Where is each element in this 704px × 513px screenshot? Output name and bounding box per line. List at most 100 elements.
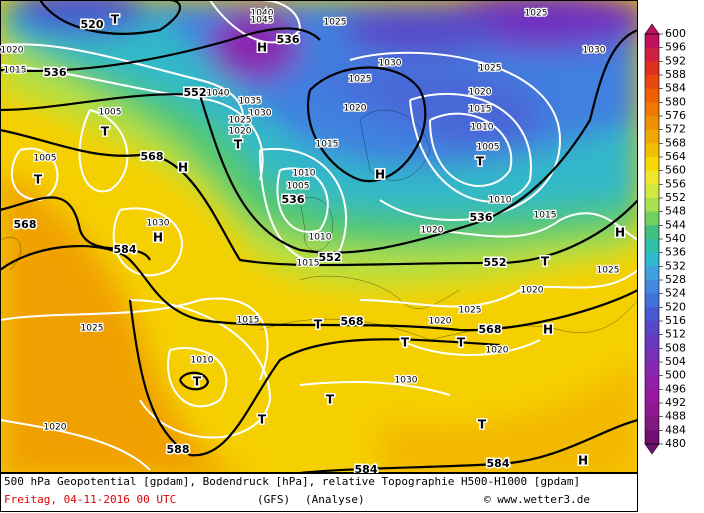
colorbar-label: 552 bbox=[665, 191, 686, 204]
pressure-label: 1005 bbox=[99, 108, 122, 118]
colorbar-label: 488 bbox=[665, 410, 686, 423]
pressure-center: H bbox=[178, 161, 188, 175]
colorbar-segment bbox=[645, 47, 659, 62]
colorbar-label: 564 bbox=[665, 150, 686, 163]
geopotential-label: 536 bbox=[277, 33, 300, 46]
pressure-label: 1025 bbox=[525, 9, 548, 19]
colorbar-label: 560 bbox=[665, 164, 686, 177]
pressure-label: 1020 bbox=[44, 423, 67, 433]
map-frame bbox=[0, 0, 638, 473]
colorbar-label: 580 bbox=[665, 95, 686, 108]
pressure-center: H bbox=[153, 231, 163, 245]
map-labels: 520 536 552 568 584 568 536 552 536 552 568 568 588 5… bbox=[0, 7, 627, 477]
colorbar-label: 588 bbox=[665, 68, 686, 81]
pressure-label: 1020 bbox=[429, 317, 452, 327]
colorbar-segment bbox=[645, 34, 659, 49]
colorbar-segment bbox=[645, 102, 659, 117]
footer-box bbox=[0, 473, 638, 512]
pressure-center: T bbox=[34, 173, 43, 187]
geopotential-label: 552 bbox=[184, 86, 207, 99]
geopotential-label: 552 bbox=[319, 251, 342, 264]
pressure-label: 1025 bbox=[597, 266, 620, 276]
footer-model: (GFS) bbox=[257, 493, 290, 506]
pressure-label: 1025 bbox=[324, 18, 347, 28]
colorbar-segment bbox=[645, 416, 659, 431]
colorbar-segment bbox=[645, 430, 659, 445]
pressure-center: T bbox=[193, 375, 202, 389]
pressure-label: 1030 bbox=[395, 376, 418, 386]
pressure-center: H bbox=[543, 323, 553, 337]
pressure-label: 1015 bbox=[316, 140, 339, 150]
geopotential-label: 568 bbox=[14, 218, 37, 231]
colorbar-label: 504 bbox=[665, 355, 686, 368]
colorbar-segment bbox=[645, 375, 659, 390]
pressure-label: 1030 bbox=[249, 109, 272, 119]
pressure-center: T bbox=[314, 318, 323, 332]
pressure-label: 1025 bbox=[229, 116, 252, 126]
pressure-label: 1020 bbox=[421, 226, 444, 236]
colorbar-label: 492 bbox=[665, 396, 686, 409]
colorbar-segment bbox=[645, 307, 659, 322]
colorbar-label: 500 bbox=[665, 369, 686, 382]
pressure-label: 1030 bbox=[147, 219, 170, 229]
colorbar-segment bbox=[645, 334, 659, 349]
geopotential-label: 520 bbox=[81, 18, 104, 31]
pressure-label: 1035 bbox=[239, 97, 262, 107]
pressure-label: 1015 bbox=[4, 66, 27, 76]
colorbar-label: 576 bbox=[665, 109, 686, 122]
colorbar-segment bbox=[645, 211, 659, 226]
geopotential-lines bbox=[0, 0, 638, 473]
geopotential-label: 536 bbox=[282, 193, 305, 206]
geopotential-label: 552 bbox=[484, 256, 507, 269]
colorbar-segment bbox=[645, 348, 659, 363]
colorbar-label: 512 bbox=[665, 328, 686, 341]
pressure-center: T bbox=[111, 13, 120, 27]
colorbar-label: 524 bbox=[665, 287, 686, 300]
pressure-label: 1010 bbox=[309, 233, 332, 243]
colorbar-segment bbox=[645, 143, 659, 158]
pressure-label: 1020 bbox=[521, 286, 544, 296]
geopotential-label: 568 bbox=[141, 150, 164, 163]
pressure-label: 1015 bbox=[469, 105, 492, 115]
pressure-label: 1045 bbox=[251, 16, 274, 26]
pressure-label: 1020 bbox=[229, 127, 252, 137]
pressure-label: 1020 bbox=[344, 104, 367, 114]
colorbar-label: 600 bbox=[665, 27, 686, 40]
pressure-label: 1005 bbox=[477, 143, 500, 153]
pressure-center: T bbox=[476, 155, 485, 169]
pressure-label: 1020 bbox=[1, 46, 24, 56]
footer-description: 500 hPa Geopotential [gpdam], Bodendruck… bbox=[4, 475, 580, 488]
colorbar-segment bbox=[645, 252, 659, 267]
geopotential-label: 536 bbox=[44, 66, 67, 79]
pressure-label: 1040 bbox=[251, 9, 274, 19]
pressure-center: T bbox=[401, 336, 410, 350]
colorbar-label: 528 bbox=[665, 273, 686, 286]
colorbar-segment bbox=[645, 184, 659, 199]
colorbar-label: 496 bbox=[665, 382, 686, 395]
colorbar-label: 480 bbox=[665, 437, 686, 450]
colorbar-label: 572 bbox=[665, 123, 686, 136]
pressure-label: 1030 bbox=[379, 59, 402, 69]
pressure-center: T bbox=[234, 138, 243, 152]
pressure-label: 1025 bbox=[459, 306, 482, 316]
pressure-label: 1020 bbox=[469, 88, 492, 98]
footer-run: (Analyse) bbox=[305, 493, 365, 506]
colorbar-label: 536 bbox=[665, 246, 686, 259]
colorbar-cap bbox=[644, 23, 660, 35]
pressure-label: 1040 bbox=[207, 89, 230, 99]
pressure-label: 1010 bbox=[489, 196, 512, 206]
pressure-label: 1010 bbox=[471, 123, 494, 133]
pressure-center: T bbox=[258, 413, 267, 427]
geopotential-label: 588 bbox=[167, 443, 190, 456]
pressure-label: 1015 bbox=[237, 316, 260, 326]
colorbar-label: 516 bbox=[665, 314, 686, 327]
colorbar-segment bbox=[645, 157, 659, 172]
colorbar-label: 540 bbox=[665, 232, 686, 245]
colorbar-label: 544 bbox=[665, 218, 686, 231]
colorbar-segment bbox=[645, 266, 659, 281]
geopotential-label: 584 bbox=[487, 457, 510, 470]
colorbar-segment bbox=[645, 225, 659, 240]
pressure-label: 1020 bbox=[486, 346, 509, 356]
